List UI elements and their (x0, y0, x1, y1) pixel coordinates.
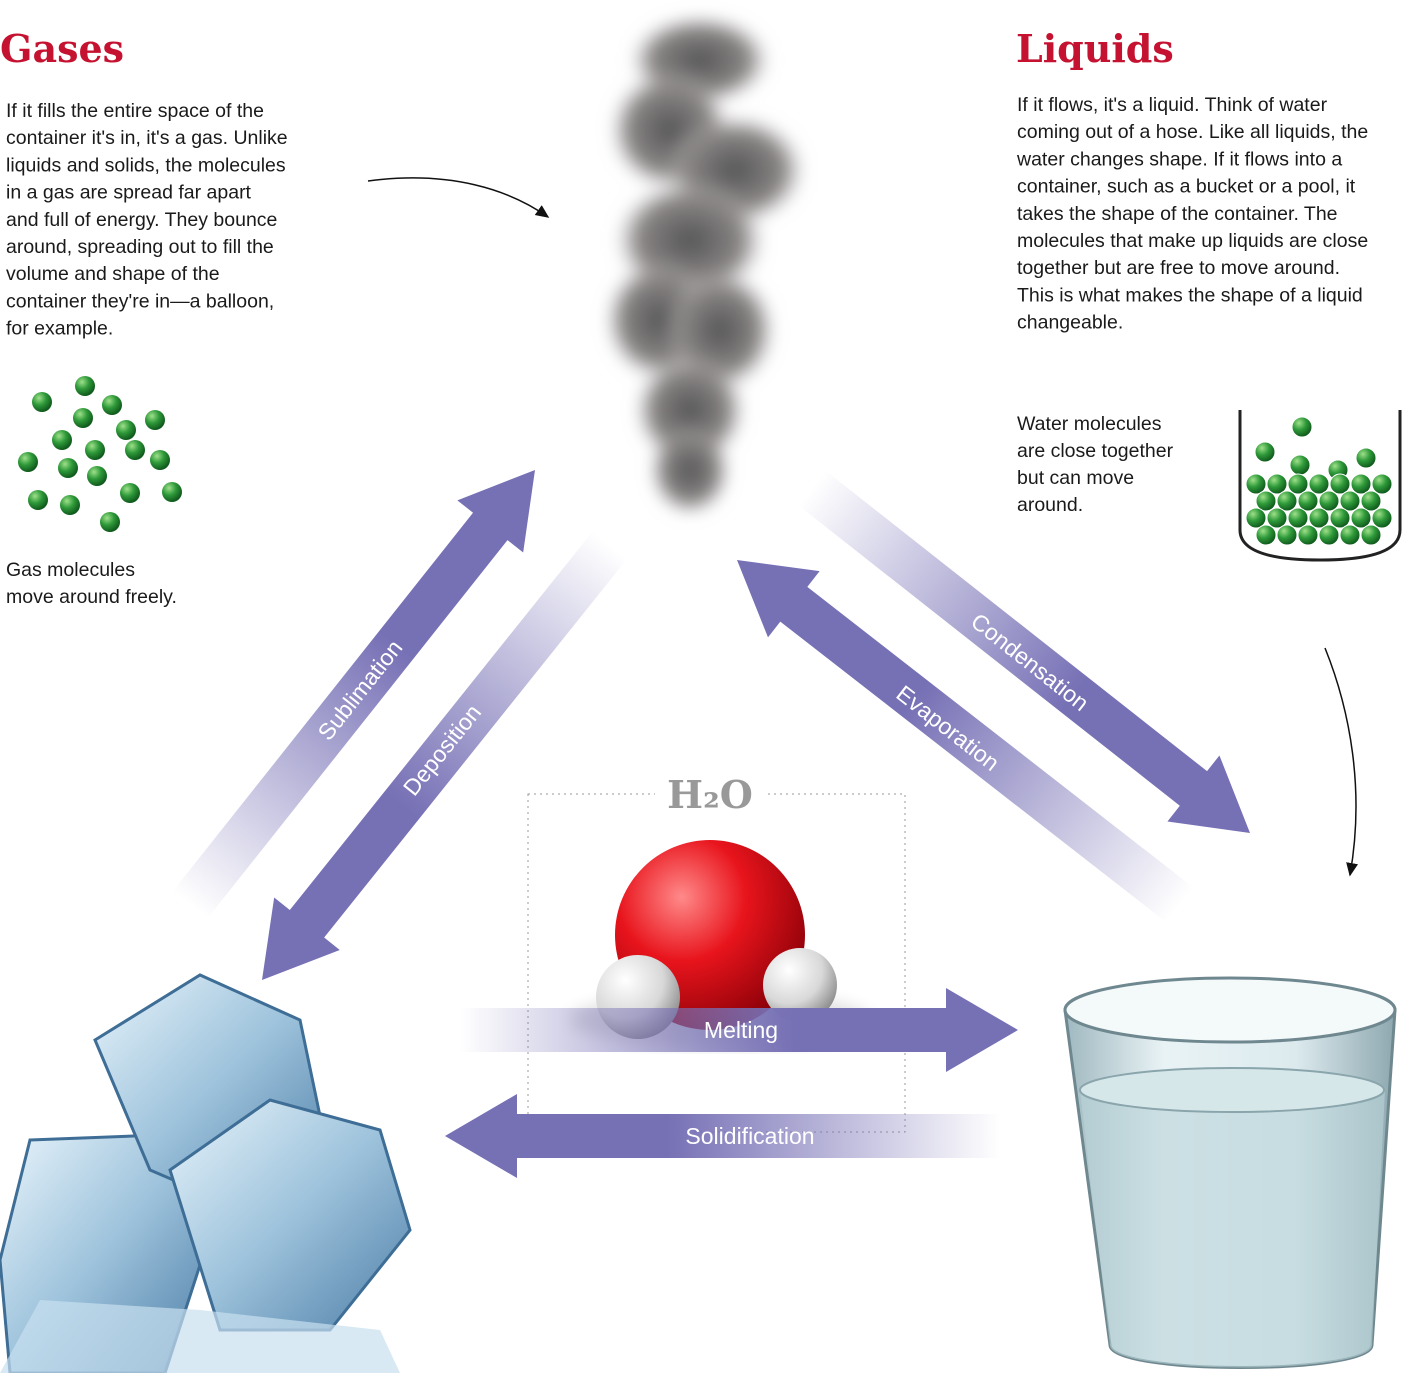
gases-description-line: If it fills the entire space of the (6, 100, 264, 122)
gas-molecule (102, 395, 122, 415)
liquid-molecule (1290, 455, 1310, 475)
gas-molecule (75, 376, 95, 396)
liquid-molecule (1372, 508, 1392, 528)
gas-molecule (125, 440, 145, 460)
liquids-description-line: water changes shape. If it flows into a (1016, 148, 1342, 170)
gases-caption-line: move around freely. (6, 586, 177, 608)
liquid-molecule (1361, 525, 1381, 545)
arrow-label: Sublimation (312, 635, 407, 745)
liquid-molecule (1298, 525, 1318, 545)
liquids-description-line: This is what makes the shape of a liquid (1017, 284, 1363, 306)
liquids-description-line: molecules that make up liquids are close (1017, 230, 1368, 252)
arrow-label: Condensation (966, 608, 1094, 716)
liquids-description-line: takes the shape of the container. The (1017, 203, 1338, 225)
liquids-description-line: changeable. (1017, 312, 1123, 334)
gases-description-line: and full of energy. They bounce (6, 209, 277, 231)
gases-description-line: around, spreading out to fill the (6, 236, 274, 258)
arrow-label: Solidification (685, 1123, 814, 1149)
page: H₂O Gases Liquids SublimationDepositionC… (0, 0, 1418, 1373)
gas-molecule (120, 483, 140, 503)
gases-description-line: for example. (6, 318, 113, 340)
gas-molecule (162, 482, 182, 502)
liquid-molecule (1356, 448, 1376, 468)
gases-title: Gases (0, 26, 124, 71)
gas-molecule (18, 452, 38, 472)
liquids-caption-line: around. (1017, 494, 1083, 516)
liquids-caption-line: Water molecules (1017, 413, 1162, 435)
diagram: H₂O Gases Liquids SublimationDepositionC… (0, 0, 1418, 1373)
liquids-title: Liquids (1016, 26, 1174, 71)
pointer-arrow (368, 178, 548, 217)
gas-molecule (87, 466, 107, 486)
gas-molecule (60, 495, 80, 515)
liquids-description-line: If it flows, it's a liquid. Think of wat… (1017, 94, 1328, 116)
gases-description-line: container they're in—a balloon, (6, 290, 274, 312)
gas-molecule (116, 420, 136, 440)
gases-description-line: container it's in, it's a gas. Unlike (6, 127, 288, 149)
ice-image (0, 975, 410, 1373)
gas-molecule (73, 408, 93, 428)
gas-molecule (100, 512, 120, 532)
liquids-description-line: container, such as a bucket or a pool, i… (1017, 176, 1356, 198)
gas-molecule (150, 450, 170, 470)
liquids-description-line: together but are free to move around. (1017, 257, 1340, 279)
pointer-arrow (1325, 648, 1356, 875)
liquid-molecule (1292, 417, 1312, 437)
liquid-molecule (1319, 525, 1339, 545)
liquid-molecule (1255, 442, 1275, 462)
liquid-molecule (1340, 525, 1360, 545)
glass-image (1065, 978, 1395, 1368)
gas-molecule (32, 392, 52, 412)
liquids-description-line: coming out of a hose. Like all liquids, … (1017, 121, 1368, 143)
liquid-molecule (1277, 525, 1297, 545)
gases-description-line: liquids and solids, the molecules (6, 154, 286, 176)
liquid-molecule (1372, 474, 1392, 494)
gas-molecule (145, 410, 165, 430)
liquid-molecule (1256, 525, 1276, 545)
liquids-caption-line: are close together (1017, 440, 1174, 462)
gases-caption-line: Gas molecules (6, 559, 135, 581)
gases-description-line: volume and shape of the (6, 263, 220, 285)
gases-description-line: in a gas are spread far apart (6, 182, 252, 204)
molecule-label: H₂O (667, 772, 753, 817)
gas-molecule (58, 458, 78, 478)
arrow-label: Melting (704, 1017, 778, 1043)
smoke-image (605, 15, 805, 515)
liquids-caption-line: but can move (1017, 467, 1134, 489)
gas-molecule (85, 440, 105, 460)
gas-molecule (28, 490, 48, 510)
gas-molecule (52, 430, 72, 450)
